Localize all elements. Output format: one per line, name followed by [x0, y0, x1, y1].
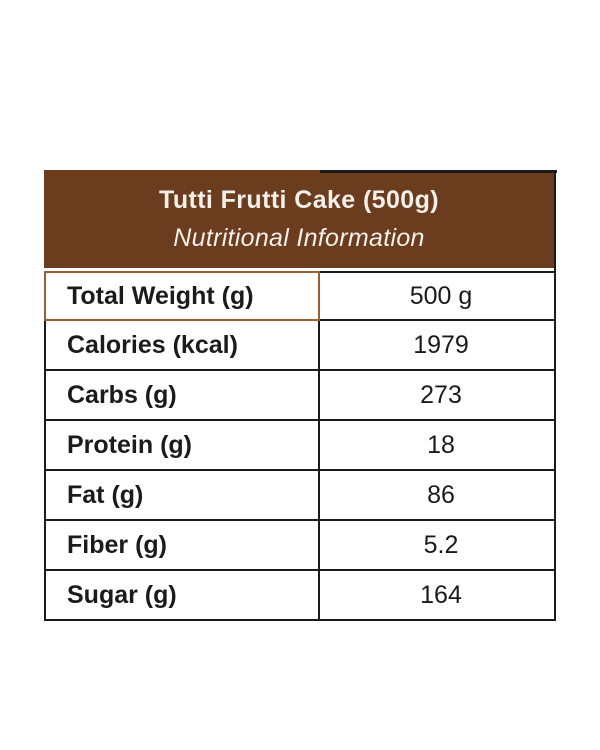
- table-row-calories: Calories (kcal) 1979: [44, 321, 554, 371]
- row-label: Total Weight (g): [44, 271, 320, 321]
- row-value: 18: [320, 421, 554, 471]
- header-table-gap: [44, 268, 554, 271]
- row-value: 164: [320, 571, 554, 621]
- row-value: 500 g: [320, 271, 554, 321]
- row-label: Protein (g): [44, 421, 320, 471]
- nutrition-label: Tutti Frutti Cake (500g) Nutritional Inf…: [44, 170, 557, 621]
- row-value: 86: [320, 471, 554, 521]
- product-title: Tutti Frutti Cake (500g): [159, 186, 439, 214]
- table-row-protein: Protein (g) 18: [44, 421, 554, 471]
- row-label: Fiber (g): [44, 521, 320, 571]
- table-row-fiber: Fiber (g) 5.2: [44, 521, 554, 571]
- section-subtitle: Nutritional Information: [173, 224, 425, 252]
- table-row-fat: Fat (g) 86: [44, 471, 554, 521]
- nutrition-table: Total Weight (g) 500 g Calories (kcal) 1…: [44, 271, 554, 621]
- label-header: Tutti Frutti Cake (500g) Nutritional Inf…: [44, 170, 557, 268]
- table-row-total-weight: Total Weight (g) 500 g: [44, 271, 554, 321]
- row-label: Calories (kcal): [44, 321, 320, 371]
- row-label: Fat (g): [44, 471, 320, 521]
- header-top-border: [320, 170, 557, 173]
- row-label: Carbs (g): [44, 371, 320, 421]
- row-label: Sugar (g): [44, 571, 320, 621]
- table-row-sugar: Sugar (g) 164: [44, 571, 554, 621]
- row-value: 273: [320, 371, 554, 421]
- table-row-carbs: Carbs (g) 273: [44, 371, 554, 421]
- row-value: 5.2: [320, 521, 554, 571]
- row-value: 1979: [320, 321, 554, 371]
